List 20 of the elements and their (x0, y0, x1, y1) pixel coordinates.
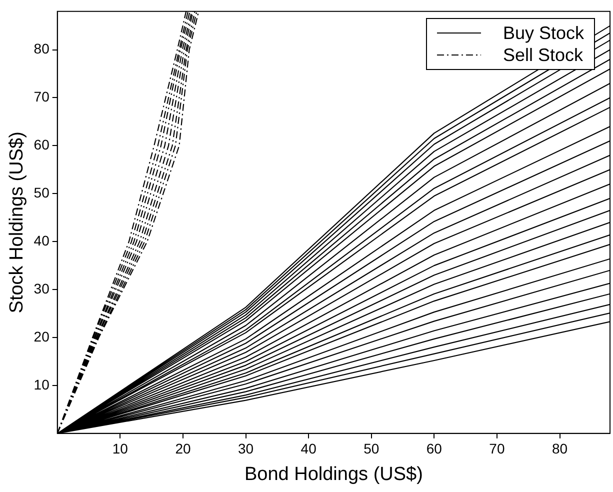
x-tick-label: 40 (300, 440, 317, 457)
x-tick-label: 80 (552, 440, 568, 457)
y-tick-label: 50 (34, 184, 50, 200)
legend-label: Sell Stock (502, 44, 583, 66)
y-tick-label: 70 (34, 88, 50, 105)
legend-label: Buy Stock (502, 22, 584, 44)
y-tick-label: 80 (34, 40, 50, 57)
x-tick-label: 10 (112, 440, 128, 457)
y-axis-title: Stock Holdings (US$) (6, 132, 28, 314)
y-tick-label: 60 (34, 136, 50, 153)
x-tick-label: 20 (175, 440, 191, 457)
y-tick-label: 10 (34, 376, 50, 392)
y-tick-label: 20 (34, 328, 50, 344)
x-tick-label: 50 (364, 440, 380, 457)
x-axis-title: Bond Holdings (US$) (244, 464, 423, 485)
y-tick-label: 40 (34, 232, 50, 248)
x-tick-label: 30 (238, 440, 254, 457)
x-tick-label: 60 (426, 440, 442, 457)
x-tick-label: 70 (489, 440, 505, 457)
y-tick-label: 30 (34, 280, 50, 296)
